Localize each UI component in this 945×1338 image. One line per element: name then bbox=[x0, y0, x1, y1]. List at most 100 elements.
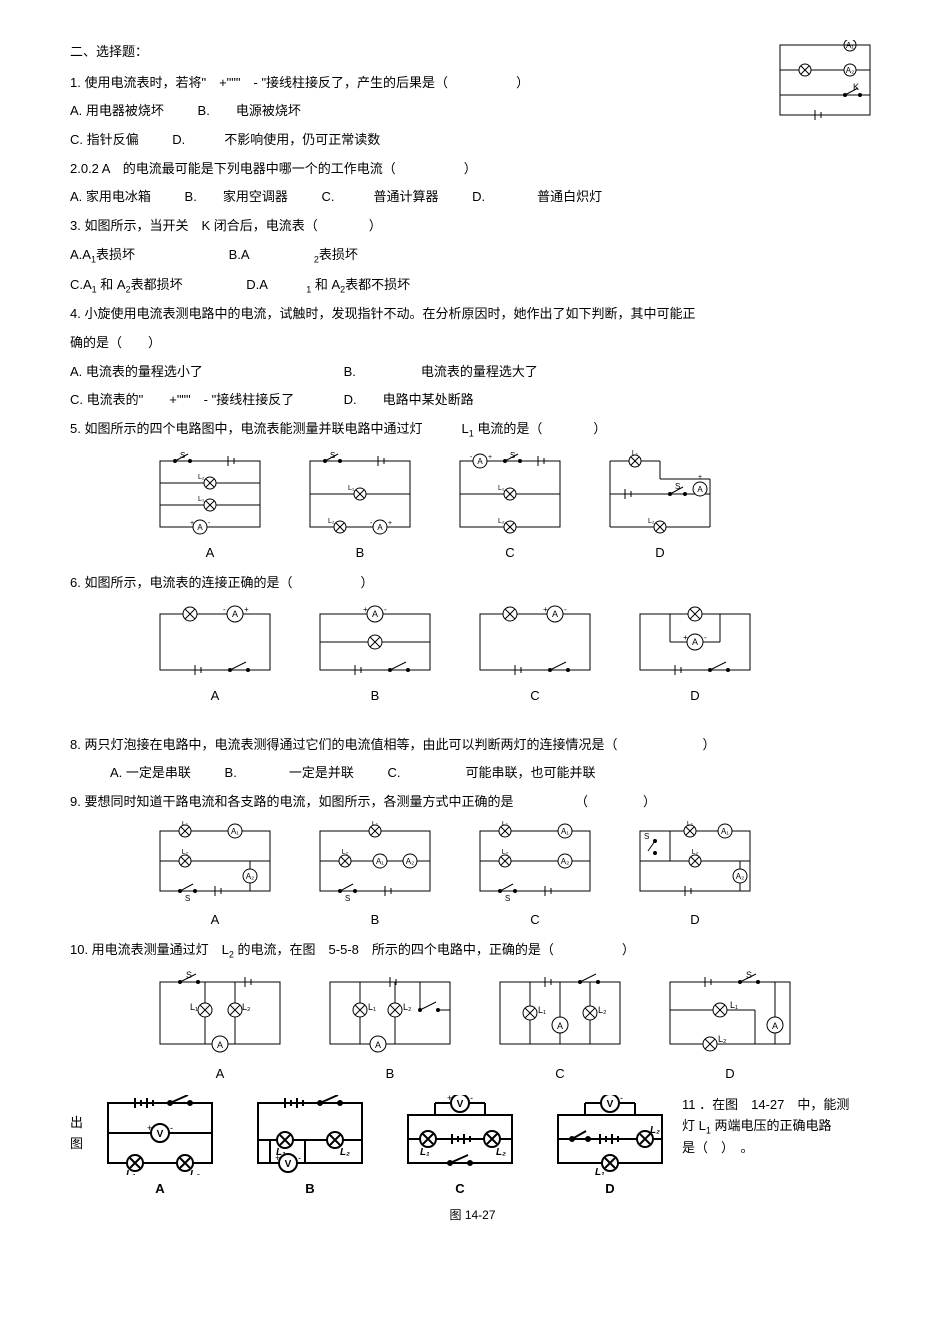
q2-C: C. 普通计算器 bbox=[321, 185, 438, 210]
q3-D: D.A 1 和 A2表都不损坏 bbox=[246, 273, 410, 299]
svg-text:L₂: L₂ bbox=[403, 1002, 412, 1012]
svg-text:A: A bbox=[197, 523, 203, 532]
q9: 9. 要想同时知道干路电流和各支路的电流，如图所示，各测量方式中正确的是 （ ） bbox=[70, 790, 875, 815]
svg-text:-: - bbox=[298, 1153, 301, 1163]
q3-stem: 3. 如图所示，当开关 K 闭合后，电流表（ bbox=[70, 218, 318, 233]
svg-text:L₂: L₂ bbox=[340, 1147, 350, 1158]
svg-text:L₁: L₁ bbox=[348, 485, 355, 492]
svg-text:L₁: L₁ bbox=[498, 485, 505, 492]
svg-text:+: + bbox=[488, 454, 492, 461]
q3-opts-2: C.A1 和 A2表都损坏 D.A 1 和 A2表都不损坏 bbox=[70, 273, 875, 299]
q5-fig-B: S L₁ L₂ A -+ B bbox=[300, 449, 420, 566]
svg-text:A: A bbox=[375, 1040, 381, 1050]
svg-text:A₁: A₁ bbox=[376, 857, 384, 866]
q10-fig-B: L₁ L₂ A B bbox=[320, 970, 460, 1087]
q9-fig-C: L₁ A₁ L₂ A₂ S C bbox=[470, 821, 600, 933]
q4-line1: 4. 小旋使用电流表测电路中的电流，试触时，发现指针不动。在分析原因时，她作出了… bbox=[70, 302, 875, 327]
q4-opts-1: A. 电流表的量程选小了 B. 电流表的量程选大了 bbox=[70, 360, 875, 385]
q2-stem: 2.0.2 A 的电流最可能是下列电器中哪一个的工作电流（ bbox=[70, 161, 396, 176]
q1-C: C. 指针反偏 bbox=[70, 128, 139, 153]
svg-text:-: - bbox=[704, 633, 707, 642]
q4-D: D. 电路中某处断路 bbox=[344, 388, 474, 413]
svg-text:+: + bbox=[190, 520, 194, 527]
q2-blank: ） bbox=[396, 161, 481, 176]
svg-text:L₁: L₁ bbox=[368, 1002, 376, 1012]
svg-text:A: A bbox=[557, 1021, 563, 1031]
q2-D: D. 普通白炽灯 bbox=[472, 185, 602, 210]
q3-C: C.A1 和 A2表都损坏 bbox=[70, 273, 183, 299]
svg-text:L₁: L₁ bbox=[420, 1147, 430, 1158]
q1-opts-2: C. 指针反偏 D. 不影响使用，仍可正常读数 bbox=[70, 128, 875, 153]
svg-text:A₁: A₁ bbox=[231, 827, 239, 836]
q10-figures: S L₁ L₂ A A L₁ L₂ A B bbox=[150, 970, 875, 1087]
q6-stem: 6. 如图所示，电流表的连接正确的是（ bbox=[70, 575, 292, 590]
svg-text:S: S bbox=[345, 894, 350, 903]
svg-text:-: - bbox=[208, 520, 211, 527]
q8-stem: 8. 两只灯泡接在电路中，电流表测得通过它们的电流值相等，由此可以判断两灯的连接… bbox=[70, 737, 617, 752]
q8-C: C. 可能串联，也可能并联 bbox=[387, 761, 595, 786]
svg-text:-: - bbox=[223, 605, 226, 614]
svg-text:S: S bbox=[185, 894, 190, 903]
svg-text:L₁: L₁ bbox=[190, 1002, 198, 1012]
svg-text:S: S bbox=[510, 451, 515, 460]
svg-text:+: + bbox=[244, 605, 249, 614]
svg-text:+: + bbox=[698, 474, 702, 481]
q5-fig-D: L₁ S A + L₂ D bbox=[600, 449, 720, 566]
svg-text:A: A bbox=[217, 1040, 223, 1050]
q1-D: D. 不影响使用，仍可正常读数 bbox=[172, 128, 380, 153]
q6-figures: A -+ A A +- B A +- C bbox=[150, 602, 875, 709]
q2-A: A. 家用电冰箱 bbox=[70, 185, 151, 210]
svg-text:V: V bbox=[157, 1129, 164, 1140]
q11: 出 图 V +- L₁ L₂ A bbox=[70, 1095, 875, 1202]
q8: 8. 两只灯泡接在电路中，电流表测得通过它们的电流值相等，由此可以判断两灯的连接… bbox=[70, 733, 875, 758]
q5-cap-A: A bbox=[150, 541, 270, 566]
svg-text:S: S bbox=[675, 482, 680, 491]
svg-text:+: + bbox=[147, 1123, 152, 1133]
svg-text:V: V bbox=[285, 1159, 292, 1170]
q3-svg: A₁ A₂ K bbox=[775, 40, 875, 128]
svg-text:L₂: L₂ bbox=[242, 1002, 251, 1012]
q11-left-text: 出 图 bbox=[70, 1095, 100, 1155]
q3-B: B.A 2表损坏 bbox=[229, 243, 358, 269]
svg-text:L₁: L₁ bbox=[538, 1005, 546, 1015]
q1: 1. 使用电流表时，若将" +""" - "接线柱接反了，产生的后果是（ ） bbox=[70, 71, 875, 96]
q2: 2.0.2 A 的电流最可能是下列电器中哪一个的工作电流（ ） bbox=[70, 157, 875, 182]
q6-fig-A: A -+ A bbox=[150, 602, 280, 709]
svg-text:L₁: L₁ bbox=[502, 821, 509, 827]
svg-text:A: A bbox=[697, 485, 703, 494]
svg-text:+: + bbox=[543, 605, 548, 614]
svg-text:A: A bbox=[552, 609, 558, 619]
q5-cap-C: C bbox=[450, 541, 570, 566]
svg-text:L₁: L₁ bbox=[687, 821, 694, 827]
svg-text:L₁: L₁ bbox=[372, 821, 379, 827]
svg-text:S: S bbox=[180, 451, 185, 460]
q9-figures: L₁ A₁ L₂ A₂ S A L₁ L₂ A₁ A₂ S B bbox=[150, 821, 875, 933]
svg-text:V: V bbox=[607, 1099, 614, 1110]
svg-text:+: + bbox=[388, 520, 392, 527]
q10: 10. 用电流表测量通过灯 L2 的电流，在图 5-5-8 所示的四个电路中，正… bbox=[70, 938, 875, 964]
svg-text:S: S bbox=[644, 832, 649, 841]
svg-text:-: - bbox=[620, 1095, 623, 1103]
svg-text:L₁: L₁ bbox=[632, 450, 639, 457]
svg-text:+: + bbox=[683, 633, 688, 642]
q8-opts: A. 一定是串联 B. 一定是并联 C. 可能串联，也可能并联 bbox=[70, 761, 875, 786]
svg-text:A₁: A₁ bbox=[561, 827, 569, 836]
q1-A: A. 用电器被烧坏 bbox=[70, 99, 164, 124]
svg-text:A₂: A₂ bbox=[246, 872, 254, 881]
svg-text:A₁: A₁ bbox=[721, 827, 729, 836]
q10-fig-C: L₁ L₂ A C bbox=[490, 970, 630, 1087]
q3-blank: ） bbox=[318, 218, 386, 233]
svg-text:+: + bbox=[363, 605, 368, 614]
svg-text:-: - bbox=[470, 1095, 473, 1103]
svg-text:A: A bbox=[377, 523, 383, 532]
q8-A: A. 一定是串联 bbox=[110, 761, 191, 786]
q6-fig-B: A +- B bbox=[310, 602, 440, 709]
q6-fig-C: A +- C bbox=[470, 602, 600, 709]
q5-cap-B: B bbox=[300, 541, 420, 566]
svg-text:S: S bbox=[746, 970, 752, 980]
svg-text:L₁: L₁ bbox=[595, 1167, 605, 1175]
q1-blank: ） bbox=[448, 75, 533, 90]
q3-figure: A₁ A₂ K bbox=[775, 40, 875, 128]
svg-text:A₂: A₂ bbox=[561, 857, 569, 866]
svg-text:A₂: A₂ bbox=[846, 66, 854, 75]
